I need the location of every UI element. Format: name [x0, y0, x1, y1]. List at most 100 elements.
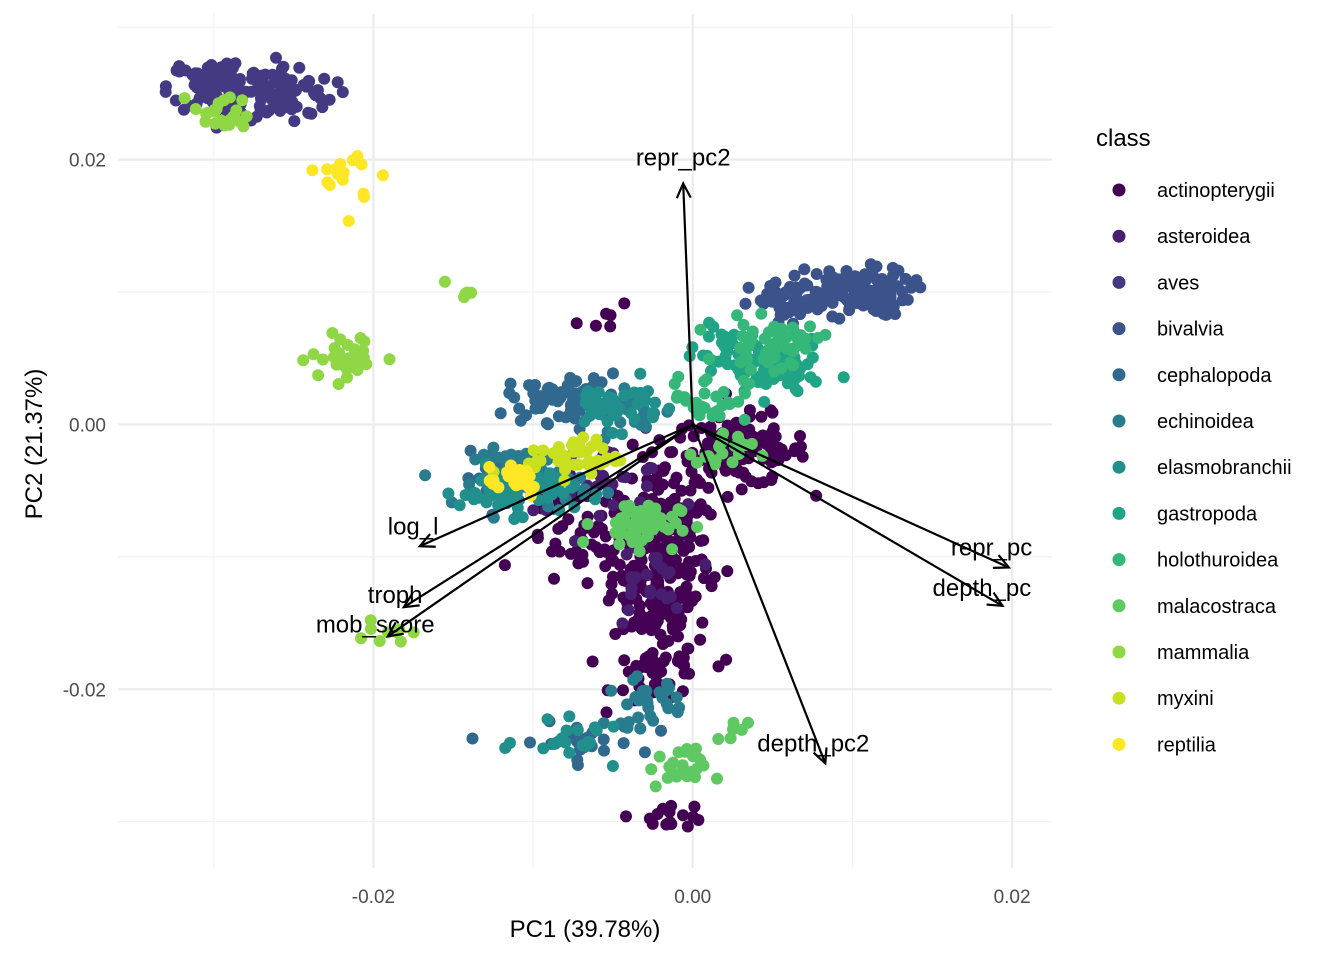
- data-point: [534, 402, 547, 415]
- data-point: [696, 400, 709, 413]
- data-point: [664, 446, 677, 459]
- data-point: [643, 812, 656, 825]
- data-point: [681, 820, 694, 833]
- data-point: [590, 724, 603, 737]
- series-malacostraca: [577, 427, 769, 793]
- data-point: [685, 465, 698, 478]
- data-point: [293, 61, 306, 74]
- data-point: [302, 107, 315, 120]
- data-point: [772, 441, 785, 454]
- data-point: [237, 120, 250, 133]
- data-point: [665, 799, 678, 812]
- data-point: [743, 377, 756, 390]
- data-point: [586, 655, 599, 668]
- data-point: [626, 506, 638, 518]
- data-point: [735, 483, 748, 496]
- data-point: [668, 377, 681, 390]
- data-point: [801, 279, 814, 292]
- data-point: [691, 521, 704, 533]
- data-point: [274, 91, 287, 104]
- data-point: [799, 332, 812, 345]
- data-point: [306, 164, 319, 177]
- data-point: [607, 499, 620, 512]
- legend-label-mammalia: mammalia: [1157, 642, 1250, 664]
- data-point: [316, 353, 329, 366]
- data-point: [355, 632, 367, 645]
- data-point: [650, 540, 663, 553]
- loading-arrow-log_l: [419, 423, 694, 548]
- loading-label-mob_score: mob_score: [316, 611, 435, 638]
- data-point: [840, 265, 853, 277]
- data-point: [681, 563, 694, 575]
- legend-label-bivalvia: bivalvia: [1157, 319, 1225, 341]
- data-point: [577, 431, 590, 444]
- data-point: [739, 297, 752, 310]
- data-point: [899, 272, 912, 285]
- loading-arrow-repr_pc: [692, 423, 1010, 569]
- data-point: [766, 406, 779, 419]
- data-point: [620, 810, 632, 823]
- data-point: [342, 215, 355, 227]
- data-point: [224, 113, 237, 126]
- data-point: [661, 567, 674, 580]
- data-point: [531, 528, 544, 541]
- y-tick-label: 0.00: [69, 415, 106, 436]
- data-point: [589, 493, 602, 506]
- data-point: [419, 469, 432, 482]
- data-point: [680, 580, 693, 593]
- data-point: [577, 536, 590, 548]
- data-point: [621, 698, 634, 711]
- legend-label-malacostraca: malacostraca: [1157, 596, 1277, 618]
- data-point: [676, 524, 689, 537]
- data-point: [689, 771, 701, 784]
- data-point: [543, 472, 556, 485]
- data-point: [583, 409, 596, 422]
- data-point: [755, 371, 768, 384]
- data-point: [312, 369, 325, 382]
- data-point: [331, 168, 344, 180]
- data-point: [346, 154, 359, 167]
- loading-arrow-depth_pc: [692, 423, 1004, 607]
- data-point: [801, 358, 814, 371]
- loading-label-depth_pc2: depth_pc2: [757, 730, 869, 757]
- data-point: [655, 588, 668, 601]
- data-point: [662, 601, 675, 614]
- data-point: [627, 673, 640, 686]
- data-point: [620, 548, 633, 561]
- data-point: [605, 684, 618, 697]
- data-point: [694, 534, 707, 547]
- data-point: [712, 733, 725, 745]
- data-point: [633, 545, 646, 558]
- data-point: [711, 772, 723, 785]
- data-point: [364, 622, 377, 635]
- data-point: [910, 274, 923, 287]
- legend-label-echinoidea: echinoidea: [1157, 411, 1255, 433]
- data-point: [323, 93, 336, 106]
- loading-label-depth_pc: depth_pc: [933, 575, 1032, 602]
- data-point: [594, 405, 607, 418]
- data-point: [466, 732, 479, 745]
- data-point: [569, 412, 581, 425]
- data-point: [628, 616, 641, 629]
- legend-key-myxini: [1112, 691, 1126, 705]
- data-point: [798, 263, 811, 276]
- data-point: [209, 84, 222, 97]
- legend-key-echinoidea: [1112, 414, 1126, 428]
- data-point: [699, 558, 712, 571]
- legend-key-actinopterygii: [1112, 183, 1126, 197]
- data-point: [663, 402, 676, 415]
- data-point: [668, 492, 681, 505]
- data-point: [580, 446, 593, 459]
- data-point: [607, 570, 619, 583]
- data-point: [537, 444, 550, 457]
- data-point: [341, 371, 353, 384]
- data-point: [683, 667, 695, 680]
- data-point: [640, 480, 653, 493]
- data-point: [742, 281, 755, 294]
- x-tick-label: 0.02: [994, 887, 1031, 908]
- loading-arrowhead-troph: [401, 593, 420, 609]
- y-tick-label: 0.02: [69, 151, 106, 172]
- data-point: [789, 373, 801, 385]
- data-point: [617, 684, 629, 697]
- data-point: [513, 466, 526, 479]
